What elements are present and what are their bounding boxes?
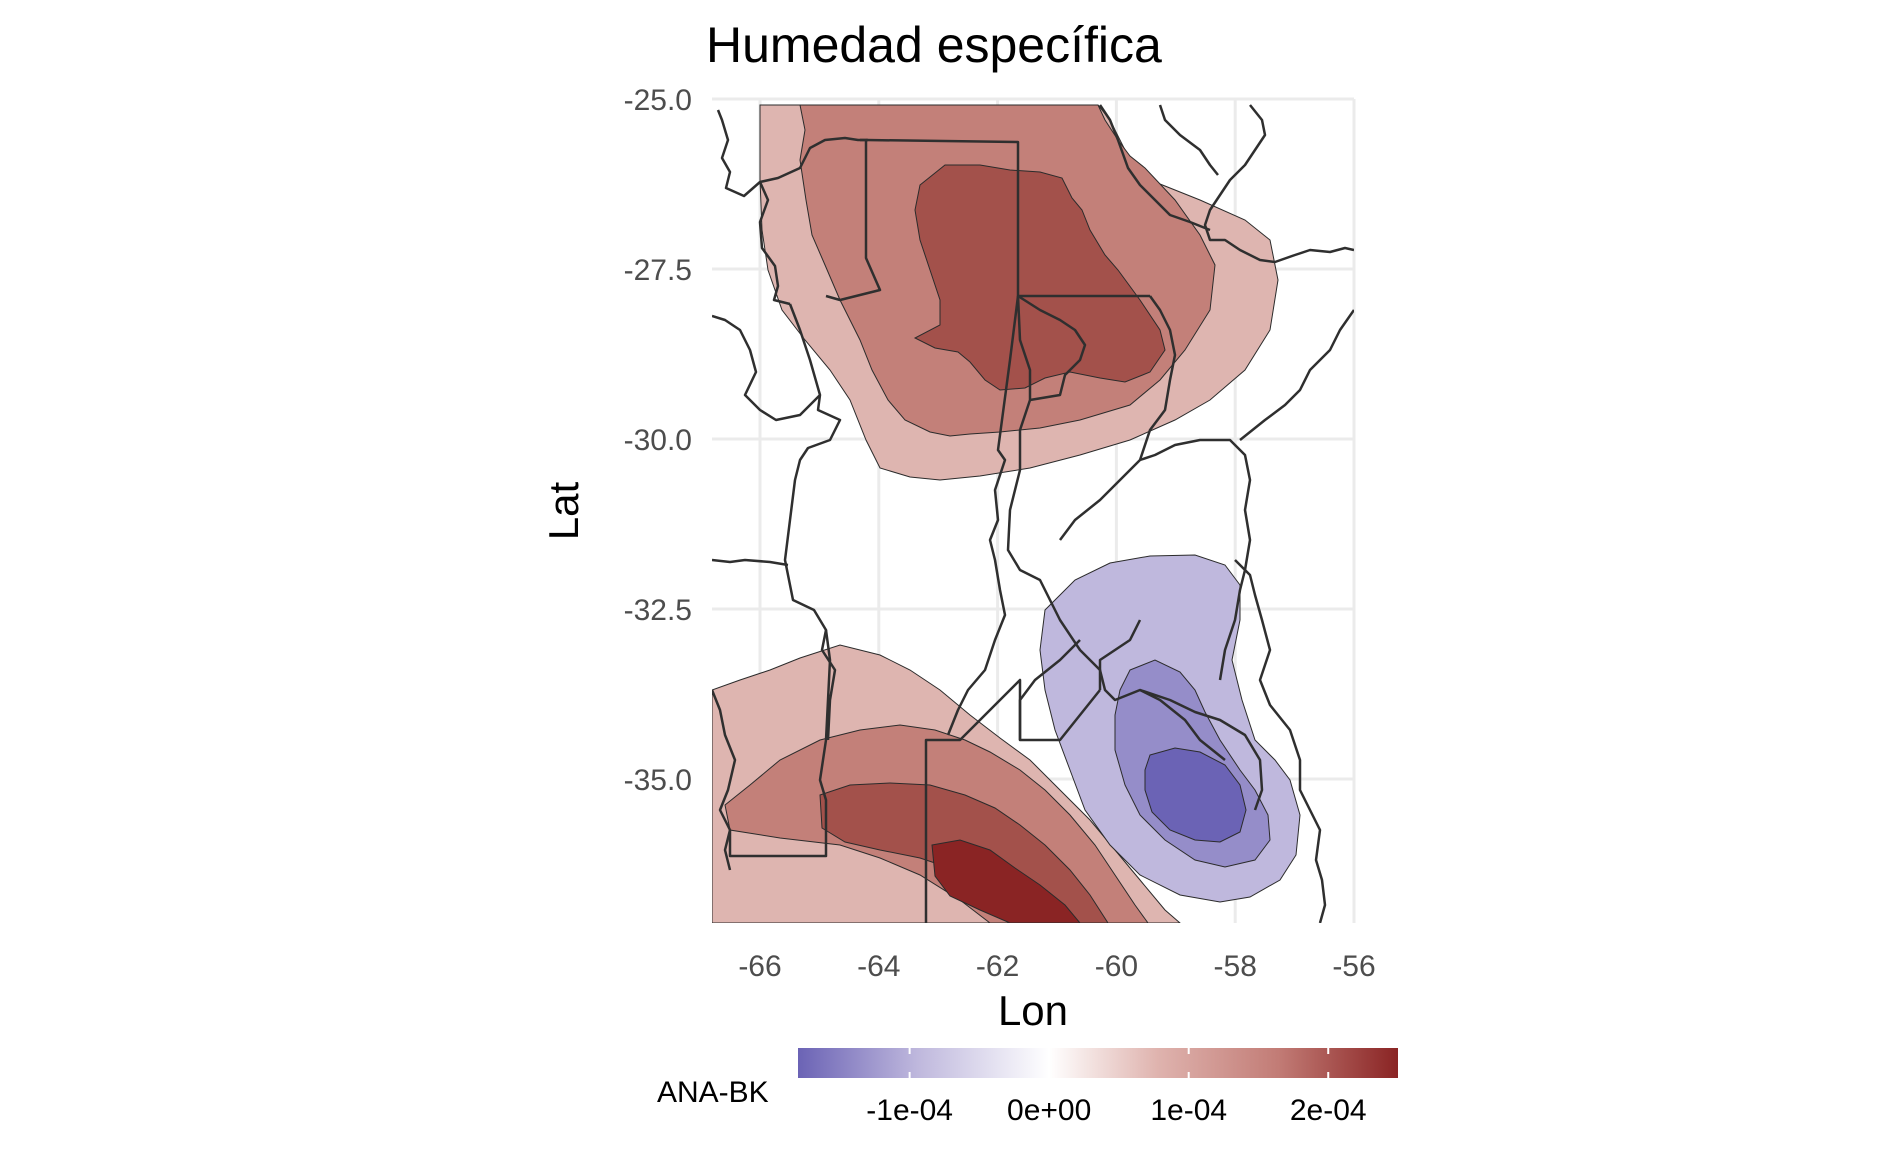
border-chaco-north xyxy=(865,138,1020,296)
border-rio-de-la-plata xyxy=(1139,688,1264,811)
border-chaco-east xyxy=(1017,294,1087,402)
contour-fills xyxy=(712,104,1301,923)
legend-title: ANA-BK xyxy=(657,1076,769,1109)
border-misiones xyxy=(1203,104,1354,264)
border-santiago-south xyxy=(946,295,1020,736)
y-tick-label-2: -30.0 xyxy=(624,424,692,457)
colorbar-legend: ANA-BK -1e-04 0e+00 1e-04 2e-04 xyxy=(657,1048,1398,1127)
political-borders xyxy=(712,104,1354,923)
border-san-juan xyxy=(712,558,789,567)
border-north-east xyxy=(1158,104,1219,176)
colorbar xyxy=(798,1048,1398,1078)
y-axis-label: Lat xyxy=(540,481,587,540)
colorbar-ticks: -1e-04 0e+00 1e-04 2e-04 xyxy=(866,1048,1367,1127)
colorbar-tick-label-0: -1e-04 xyxy=(866,1094,953,1127)
contour-east-level-3 xyxy=(1144,747,1247,843)
border-paraguay-river xyxy=(1098,104,1211,232)
border-uruguay-coast xyxy=(1234,559,1327,923)
colorbar-tick-label-3: 2e-04 xyxy=(1290,1094,1367,1127)
border-northwest xyxy=(759,136,868,184)
border-cordoba xyxy=(728,629,832,858)
x-tick-label-4: -58 xyxy=(1214,950,1257,983)
x-tick-label-2: -62 xyxy=(976,950,1019,983)
y-tick-label-4: -35.0 xyxy=(624,764,692,797)
contour-north-level-3 xyxy=(913,164,1166,391)
border-la-pampa xyxy=(924,678,1101,923)
x-tick-label-5: -56 xyxy=(1332,950,1375,983)
axes: -66 -64 -62 -60 -58 -56 -25.0 -27.5 -30.0 -32.5 -3… xyxy=(624,84,1376,983)
chart-title: Humedad específica xyxy=(706,17,1162,73)
border-mendoza-west xyxy=(712,689,737,871)
y-tick-label-0: -25.0 xyxy=(624,84,692,117)
x-tick-label-1: -64 xyxy=(857,950,900,983)
border-buenos-aires-west xyxy=(1018,639,1081,740)
x-tick-label-0: -66 xyxy=(738,950,781,983)
border-salta-chaco xyxy=(825,138,882,302)
border-andes-south xyxy=(712,314,821,422)
contour-southwest-level-4 xyxy=(931,839,1081,923)
x-axis-label: Lon xyxy=(998,987,1068,1034)
border-corrientes xyxy=(1059,295,1177,541)
y-tick-label-1: -27.5 xyxy=(624,254,692,287)
border-entre-rios xyxy=(1139,438,1252,681)
colorbar-tick-label-1: 0e+00 xyxy=(1007,1094,1091,1127)
y-tick-label-3: -32.5 xyxy=(624,594,692,627)
x-tick-label-3: -60 xyxy=(1095,950,1138,983)
border-uruguay-river xyxy=(1239,309,1354,441)
colorbar-tick-label-2: 1e-04 xyxy=(1150,1094,1227,1127)
border-parana-river xyxy=(1006,295,1226,761)
